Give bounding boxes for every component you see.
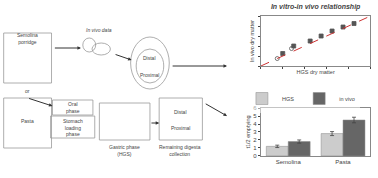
svg-text:Proximal: Proximal [140,72,159,78]
svg-text:4: 4 [253,121,257,127]
svg-text:0: 0 [253,153,257,159]
svg-text:Distal: Distal [143,55,156,61]
svg-text:or: or [25,88,30,94]
svg-text:Oralphase: Oralphase [66,101,80,114]
svg-text:1: 1 [253,145,257,151]
svg-text:3: 3 [253,129,257,135]
svg-text:Pasta: Pasta [335,159,351,165]
svg-text:2: 2 [253,137,257,143]
svg-text:In vivo dry matter: In vivo dry matter [249,20,255,62]
svg-text:t1/2 emptying: t1/2 emptying [245,115,251,148]
svg-text:Gastric phase(HGS): Gastric phase(HGS) [109,144,140,157]
svg-text:Semolinaporridge: Semolinaporridge [17,32,38,45]
svg-text:Stomachloadingphase: Stomachloadingphase [63,118,83,137]
svg-text:Remaining digestacollection: Remaining digestacollection [159,144,201,157]
svg-text:HGS: HGS [282,96,294,102]
svg-text:In vitro-in vivo relationship: In vitro-in vivo relationship [271,3,361,11]
svg-text:Semolina: Semolina [276,159,302,165]
svg-text:Proximal: Proximal [171,125,190,131]
svg-text:in vivo: in vivo [339,96,355,102]
svg-text:Pasta: Pasta [21,118,34,124]
svg-text:HGS dry matter: HGS dry matter [297,69,335,75]
svg-text:5: 5 [253,113,257,119]
svg-text:In vivo data: In vivo data [86,27,112,33]
svg-text:Distal: Distal [174,109,187,115]
